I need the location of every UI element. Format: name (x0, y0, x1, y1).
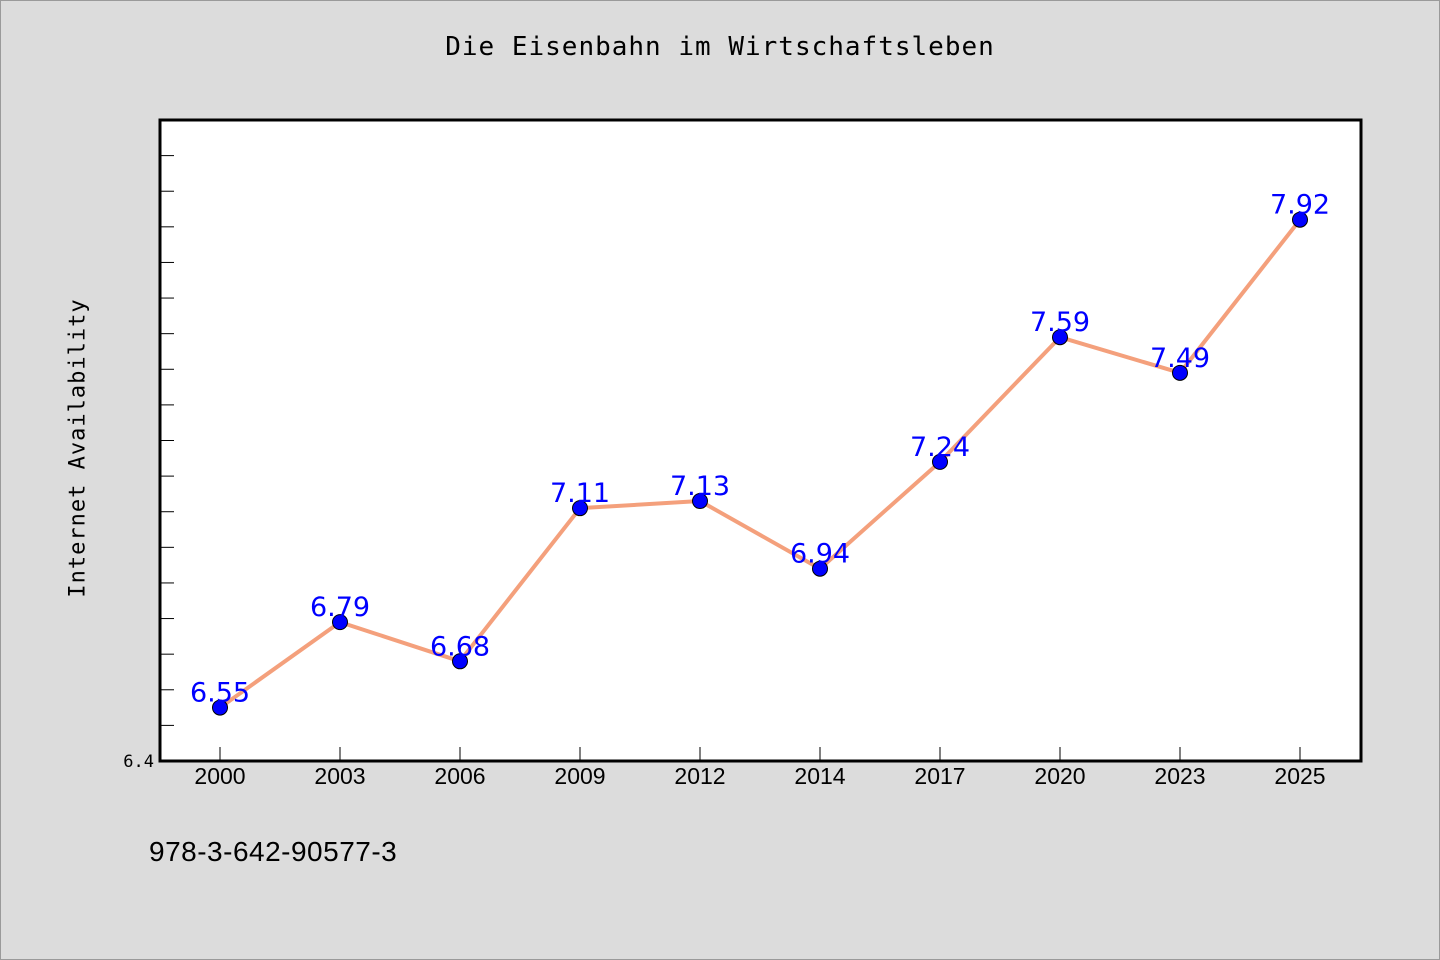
data-point (1292, 211, 1308, 228)
x-tick-label: 2014 (794, 763, 845, 789)
data-point (812, 560, 828, 577)
data-point (1172, 364, 1188, 381)
data-label: 7.13 (670, 471, 730, 502)
data-label: 6.79 (310, 592, 370, 623)
data-point (692, 493, 708, 510)
y-tick-label: 6.4 (123, 752, 154, 772)
series-line (218, 218, 1302, 710)
series-labels: 6.55 6.79 6.68 7.11 7.13 6.94 7.24 7.59 7.49 7.92 (190, 190, 1330, 709)
data-label: 6.94 (790, 539, 850, 570)
x-tick-label: 2006 (434, 763, 485, 789)
data-label: 6.68 (430, 631, 490, 662)
chart-title: Die Eisenbahn im Wirtschaftsleben (445, 32, 995, 62)
x-tick-label: 2003 (314, 763, 365, 789)
x-tick-label: 2000 (194, 763, 245, 789)
data-point (452, 653, 468, 670)
data-label: 7.11 (550, 478, 610, 509)
data-label: 7.49 (1150, 343, 1210, 374)
plot-area (158, 118, 1363, 763)
data-point (212, 699, 228, 716)
data-point (1052, 329, 1068, 346)
x-tick-label: 2025 (1274, 763, 1325, 789)
x-tick-label: 2012 (674, 763, 725, 789)
series-points (212, 211, 1308, 716)
x-tick-label: 2017 (914, 763, 965, 789)
data-label: 7.92 (1270, 190, 1330, 221)
data-point (332, 614, 348, 631)
data-point (932, 453, 948, 470)
x-tick-label: 2023 (1154, 763, 1205, 789)
data-point (572, 500, 588, 517)
x-tick-label: 2009 (554, 763, 605, 789)
data-label: 7.24 (910, 432, 970, 463)
y-axis-ticks: 6.4 (123, 119, 174, 772)
data-label: 6.55 (190, 678, 250, 709)
series-lines (218, 218, 1302, 710)
data-label: 7.59 (1030, 307, 1090, 338)
x-tick-label: 2020 (1034, 763, 1085, 789)
footer-text: 978-3-642-90577-3 (149, 836, 398, 867)
x-axis-ticks: 2000 2003 2006 2009 2012 2014 2017 2020 2023 2025 (194, 747, 1326, 789)
